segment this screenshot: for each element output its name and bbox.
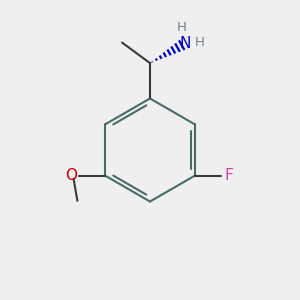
- Text: H: H: [195, 36, 205, 49]
- Text: O: O: [65, 168, 77, 183]
- Text: F: F: [225, 168, 233, 183]
- Text: N: N: [180, 36, 191, 51]
- Text: H: H: [177, 21, 186, 34]
